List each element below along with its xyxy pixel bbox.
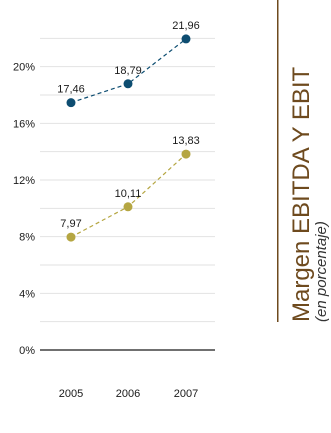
data-label: 13,83 [172, 135, 200, 147]
chart-title-block: Margen EBITDA Y EBIT (en porcentaje) [277, 0, 330, 322]
series-1: 17,46 18,79 21,96 [57, 20, 200, 108]
y-axis-ticks: 0% 4% 8% 12% 16% 20% [13, 62, 35, 357]
data-point [181, 149, 191, 159]
data-label: 21,96 [172, 20, 200, 32]
series-2: 7,97 10,11 13,83 [60, 135, 200, 242]
series-line [70, 38, 187, 104]
data-label: 17,46 [57, 84, 85, 96]
y-tick-label: 20% [13, 62, 35, 74]
y-tick-label: 4% [19, 288, 35, 300]
data-label: 7,97 [60, 218, 81, 230]
y-tick-label: 12% [13, 175, 35, 187]
data-point [66, 98, 76, 108]
x-tick-label: 2005 [59, 388, 83, 400]
data-point [66, 232, 76, 242]
x-tick-label: 2006 [116, 388, 140, 400]
y-tick-label: 16% [13, 118, 35, 130]
data-label: 10,11 [115, 188, 142, 200]
data-label: 18,79 [114, 65, 142, 77]
data-point [123, 79, 133, 89]
x-axis-ticks: 2005 2006 2007 [59, 388, 198, 400]
data-point [123, 202, 133, 212]
chart-title: Margen EBITDA Y EBIT [288, 66, 315, 322]
data-point [181, 34, 191, 44]
line-chart: 0% 4% 8% 12% 16% 20% 2005 2006 2007 17,46 18,79 2… [13, 20, 215, 400]
chart-subtitle: (en porcentaje) [313, 221, 330, 322]
y-tick-label: 8% [19, 232, 35, 244]
series-group: 17,46 18,79 21,96 7,97 10,11 13,83 [57, 20, 200, 242]
x-tick-label: 2007 [174, 388, 198, 400]
y-tick-label: 0% [19, 345, 35, 357]
